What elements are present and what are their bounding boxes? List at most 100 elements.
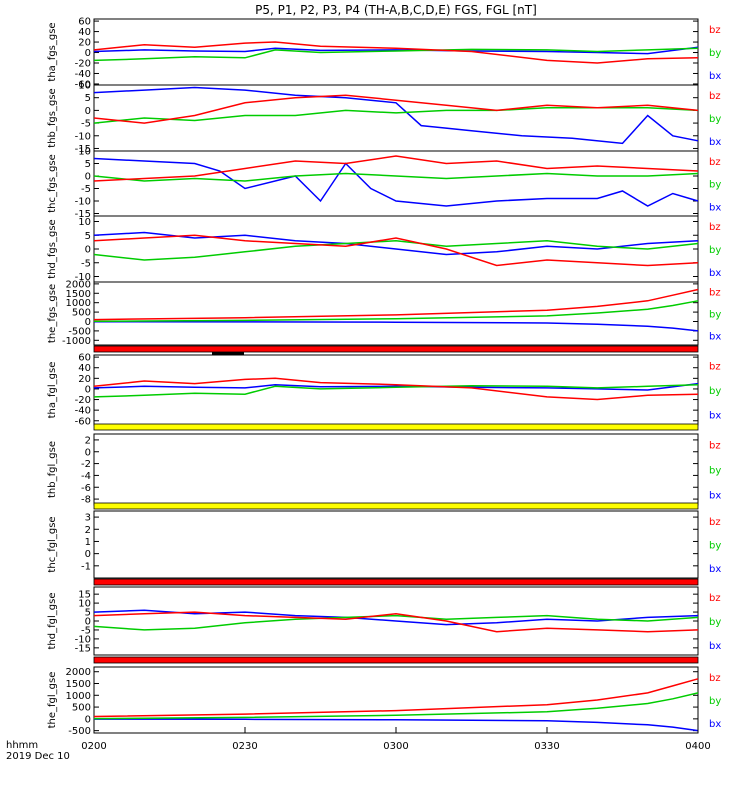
- data-coverage-bar: [93, 423, 699, 431]
- y-tick-label: 1500: [66, 679, 91, 690]
- y-tick-label: -2: [81, 459, 91, 470]
- y-tick-label: 60: [78, 353, 91, 364]
- y-tick-label: 40: [78, 363, 91, 374]
- legend-bz: bz: [709, 362, 721, 373]
- y-tick-label: -15: [75, 643, 91, 654]
- y-tick-label: 0: [85, 245, 91, 256]
- y-tick-label: 0: [85, 172, 91, 183]
- y-tick-label: 1500: [66, 289, 91, 300]
- series-line-bz: [93, 94, 699, 124]
- legend-bx: bx: [709, 71, 721, 82]
- series-line-bx: [93, 382, 699, 391]
- y-axis-label: tha_fgs_gse: [47, 22, 58, 81]
- x-axis: 0200 0230 0300 0330 0400: [81, 727, 711, 752]
- series-line-bz: [93, 377, 699, 401]
- panel-frame: [93, 354, 699, 426]
- panel-frame: [93, 510, 699, 579]
- data-coverage-bar: [93, 656, 699, 664]
- series-line-bx: [93, 718, 699, 732]
- y-tick-label: 3: [85, 513, 91, 524]
- y-tick-label: 2000: [66, 667, 91, 678]
- y-tick-label: -40: [75, 406, 91, 417]
- series-line-by: [93, 300, 699, 323]
- y-tick-label: -8: [81, 495, 91, 506]
- legend-bz: bz: [709, 157, 721, 168]
- legend-by: by: [709, 114, 721, 125]
- series-line-bz: [93, 611, 699, 633]
- legend-by: by: [709, 386, 721, 397]
- legend-by: by: [709, 48, 721, 59]
- y-axis-label: tha_fgl_gse: [47, 362, 58, 419]
- legend-bx: bx: [709, 202, 721, 213]
- legend-bz: bz: [709, 222, 721, 233]
- y-tick-label: -5: [81, 258, 91, 269]
- panel-frame: [93, 281, 699, 346]
- status-bars-group: [93, 345, 699, 664]
- x-tick-label: 0200: [81, 741, 106, 752]
- y-tick-label: -40: [75, 69, 91, 80]
- legend-bx: bx: [709, 564, 721, 575]
- y-tick-label: 10: [78, 599, 91, 610]
- y-tick-label: -10: [75, 131, 91, 142]
- y-tick-label: -10: [75, 272, 91, 283]
- series-line-by: [93, 240, 699, 261]
- series-line-bx: [93, 320, 699, 332]
- legend-by: by: [709, 617, 721, 628]
- y-tick-label: -5: [81, 119, 91, 130]
- y-axis-label: thd_fgs_gse: [47, 219, 58, 278]
- legend-bx: bx: [709, 490, 721, 501]
- series-line-by: [93, 172, 699, 182]
- y-tick-label: 5: [85, 231, 91, 242]
- x-tick-label: 0230: [232, 741, 257, 752]
- y-tick-label: -1: [81, 561, 91, 572]
- y-tick-label: -1000: [62, 336, 91, 347]
- legend-bx: bx: [709, 137, 721, 148]
- y-tick-label: 5: [85, 93, 91, 104]
- data-coverage-bar: [93, 502, 699, 510]
- y-axis-label: the_fgl_gse: [47, 672, 58, 729]
- y-tick-label: -5: [81, 625, 91, 636]
- legend-bz: bz: [709, 25, 721, 36]
- series-line-bx: [93, 609, 699, 626]
- y-tick-label: 0: [85, 48, 91, 59]
- y-tick-label: -6: [81, 483, 91, 494]
- y-tick-label: -60: [75, 416, 91, 427]
- series-line-by: [93, 107, 699, 124]
- series-line-bx: [93, 86, 699, 145]
- legend-bz: bz: [709, 517, 721, 528]
- y-tick-label: 10: [78, 81, 91, 92]
- y-tick-label: -20: [75, 59, 91, 70]
- x-tick-label: 0400: [685, 741, 710, 752]
- y-tick-label: 1: [85, 537, 91, 548]
- legend-bx: bx: [709, 641, 721, 652]
- y-tick-label: 10: [78, 147, 91, 158]
- y-axis-label: thc_fgs_gse: [47, 154, 58, 213]
- footer-label: hhmm: [6, 740, 38, 751]
- y-axis-label: thb_fgs_gse: [47, 88, 58, 147]
- y-tick-label: 2: [85, 525, 91, 536]
- y-tick-label: 5: [85, 608, 91, 619]
- y-tick-label: 1000: [66, 298, 91, 309]
- series-line-by: [93, 614, 699, 631]
- series-line-bz: [93, 234, 699, 267]
- series-line-bx: [93, 157, 699, 207]
- chart-title: P5, P1, P2, P3, P4 (TH-A,B,C,D,E) FGS, F…: [255, 3, 537, 17]
- y-axis-label: thc_fgl_gse: [47, 516, 58, 572]
- series-line-bz: [93, 155, 699, 182]
- y-tick-label: 500: [72, 308, 91, 319]
- panel-thb_fgl_gse: 20-2-4-6-8 thb_fgl_gse bz by bx: [47, 433, 721, 506]
- y-tick-label: 500: [72, 703, 91, 714]
- y-tick-label: 0: [85, 617, 91, 628]
- y-tick-label: 0: [85, 714, 91, 725]
- legend-bz: bz: [709, 441, 721, 452]
- y-tick-label: 20: [78, 38, 91, 49]
- y-tick-label: 0: [85, 549, 91, 560]
- y-tick-label: -15: [75, 209, 91, 220]
- legend-bz: bz: [709, 287, 721, 298]
